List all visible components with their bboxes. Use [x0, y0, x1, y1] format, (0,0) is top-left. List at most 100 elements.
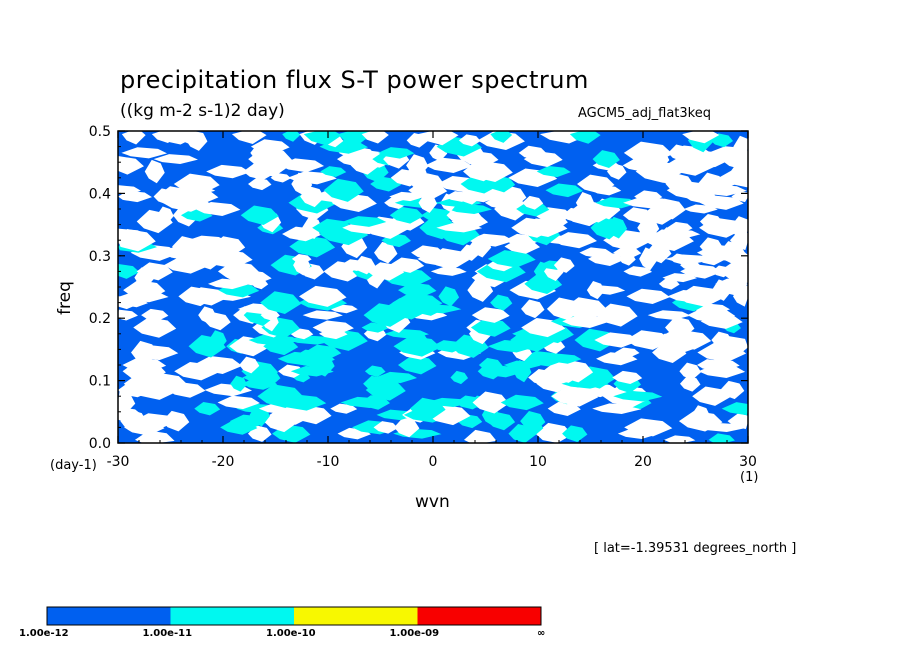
- white-patch: [131, 344, 179, 361]
- x-tick-label: 30: [739, 454, 757, 470]
- cyan-patch: [303, 131, 342, 146]
- white-patch: [361, 131, 389, 144]
- cyan-patch: [312, 218, 355, 237]
- white-patch: [406, 154, 429, 177]
- white-patch: [248, 177, 272, 191]
- white-patch: [562, 314, 609, 329]
- white-patch: [279, 158, 325, 173]
- cyan-patch: [536, 165, 571, 178]
- colorbar-segment: [294, 607, 418, 625]
- cyan-patch: [606, 216, 628, 239]
- white-patch: [626, 288, 670, 304]
- cyan-patch: [487, 250, 536, 268]
- y-tick-label: 0.2: [89, 311, 111, 327]
- white-patch: [720, 380, 745, 400]
- white-patch: [679, 375, 701, 392]
- cyan-patch: [516, 201, 550, 217]
- cyan-patch: [304, 344, 342, 361]
- x-tick-label: -30: [107, 454, 130, 470]
- white-patch: [231, 131, 267, 144]
- x-axis-label: wvn: [415, 492, 450, 512]
- cyan-patch: [438, 286, 460, 307]
- cyan-patch: [490, 131, 513, 143]
- white-patch: [623, 141, 673, 165]
- white-patch: [594, 332, 640, 348]
- x-tick-label: 20: [634, 454, 652, 470]
- cyan-patch: [323, 178, 364, 202]
- cyan-patch: [261, 335, 300, 345]
- cyan-patch: [490, 294, 513, 311]
- white-patch: [136, 262, 173, 281]
- white-patch: [623, 266, 653, 277]
- white-patch: [389, 257, 425, 273]
- cyan-patch: [413, 297, 443, 308]
- cyan-patch: [289, 235, 336, 258]
- white-patch: [118, 228, 148, 240]
- colorbar-label: 1.00e-10: [266, 628, 316, 639]
- cyan-patch: [470, 318, 511, 337]
- colorbar-label: 1.00e-09: [389, 628, 440, 639]
- white-patch: [666, 221, 693, 234]
- white-patch: [141, 308, 169, 322]
- white-patch: [291, 254, 312, 264]
- experiment-label: AGCM5_adj_flat3keq: [578, 106, 711, 121]
- white-patch: [625, 330, 671, 350]
- white-patch: [292, 405, 332, 425]
- white-patch: [472, 391, 509, 414]
- white-patch: [118, 156, 144, 175]
- white-patch: [411, 245, 445, 260]
- white-patch: [353, 255, 376, 275]
- cyan-patch: [282, 131, 301, 142]
- white-patch: [312, 320, 354, 335]
- white-patch: [699, 237, 723, 256]
- y-tick-label: 0.0: [89, 436, 111, 452]
- cyan-patch: [500, 394, 544, 411]
- cyan-patch: [710, 133, 734, 148]
- cyan-patch: [547, 353, 582, 364]
- white-patch: [553, 257, 575, 273]
- white-patch: [330, 403, 358, 414]
- cyan-patch: [478, 357, 503, 373]
- white-patch: [521, 317, 566, 338]
- white-patch: [133, 317, 177, 338]
- cyan-patch: [592, 150, 620, 169]
- white-patch: [664, 435, 696, 443]
- cyan-patch: [398, 355, 437, 375]
- white-patch: [614, 347, 640, 358]
- white-patch: [123, 279, 166, 301]
- white-patch: [556, 360, 594, 383]
- colorbar: [46, 606, 542, 626]
- white-patch: [217, 395, 260, 410]
- colorbar-segment: [417, 607, 541, 625]
- white-patch: [174, 131, 198, 144]
- cyan-patch: [569, 131, 601, 144]
- x-tick-label: -10: [317, 454, 340, 470]
- cyan-patch: [389, 206, 424, 224]
- white-patch: [576, 174, 615, 194]
- cyan-patch: [257, 384, 305, 409]
- white-patch: [729, 216, 748, 240]
- white-patch: [173, 173, 220, 195]
- white-patch: [374, 241, 398, 264]
- colorbar-frame: [46, 606, 542, 626]
- white-patch: [239, 356, 260, 374]
- white-patch: [535, 422, 573, 443]
- cyan-patch: [343, 216, 387, 227]
- white-patch: [193, 355, 243, 375]
- latitude-annotation: [ lat=-1.39531 degrees_north ]: [594, 541, 797, 556]
- white-patch: [562, 297, 608, 321]
- white-patch: [302, 310, 343, 320]
- white-patch: [612, 370, 643, 385]
- colorbar-segment: [170, 607, 294, 625]
- white-patch: [522, 195, 544, 210]
- y-tick-label: 0.1: [89, 374, 111, 390]
- chart-units: ((kg m-2 s-1)2 day): [120, 101, 285, 121]
- white-patch: [394, 417, 420, 438]
- white-patch: [624, 418, 673, 437]
- cyan-patch: [360, 395, 390, 410]
- x-axis: -30 -20 -10 0 10 20 30: [107, 131, 757, 470]
- white-patch: [622, 207, 653, 224]
- cyan-patch: [208, 330, 227, 350]
- white-patch: [417, 131, 459, 146]
- white-patch: [463, 429, 497, 443]
